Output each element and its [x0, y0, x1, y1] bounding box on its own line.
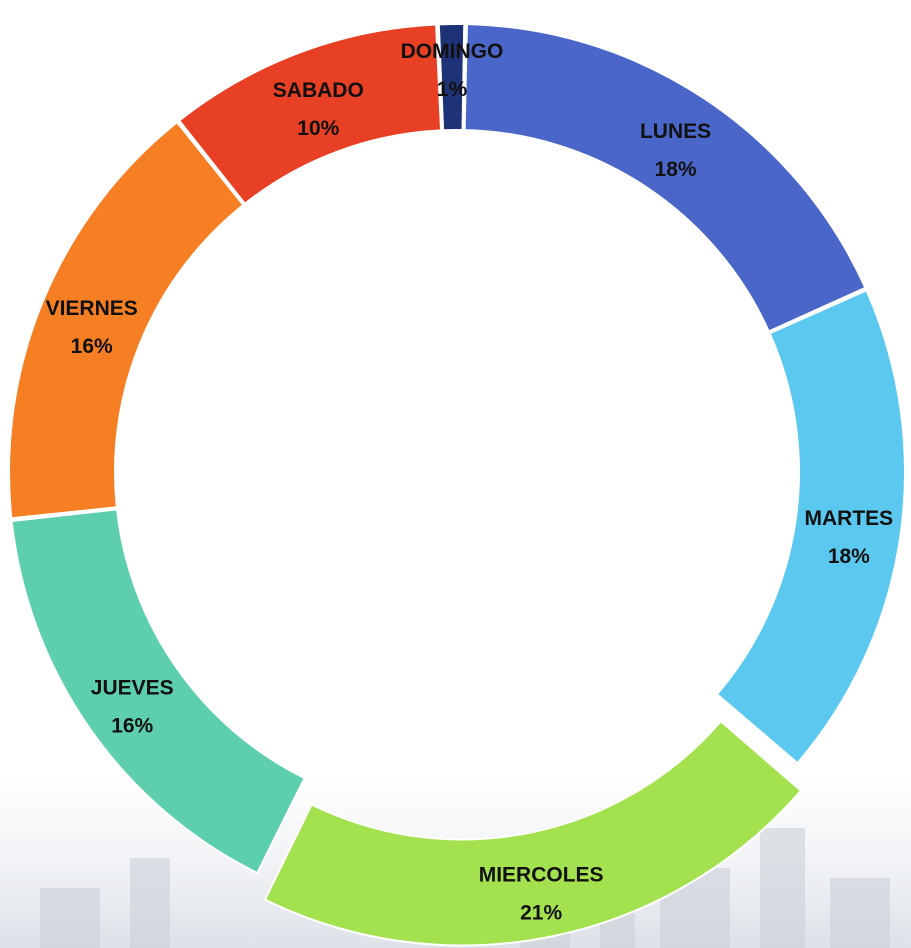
- slice-domingo: [437, 23, 466, 132]
- value-label-domingo: 1%: [437, 78, 468, 101]
- label-viernes: VIERNES: [46, 297, 138, 320]
- value-label-sabado: 10%: [297, 117, 339, 140]
- slice-jueves: [10, 508, 306, 875]
- value-label-lunes: 18%: [655, 158, 697, 181]
- slice-sabado: [177, 23, 443, 206]
- value-label-martes: 18%: [828, 545, 870, 568]
- slice-lunes: [463, 23, 867, 333]
- value-label-jueves: 16%: [111, 715, 153, 738]
- label-sabado: SABADO: [273, 79, 364, 102]
- label-domingo: DOMINGO: [401, 40, 504, 63]
- slice-martes: [715, 288, 906, 765]
- slice-miercoles: [263, 719, 803, 947]
- value-label-miercoles: 21%: [520, 902, 562, 925]
- value-label-viernes: 16%: [71, 335, 113, 358]
- label-miercoles: MIERCOLES: [479, 864, 604, 887]
- label-lunes: LUNES: [640, 120, 711, 143]
- slice-viernes: [8, 120, 245, 520]
- label-martes: MARTES: [805, 507, 894, 530]
- label-jueves: JUEVES: [91, 677, 174, 700]
- labels-group: LUNES 18% MARTES 18% MIERCOLES 21% JUEVES 16% VI…: [46, 40, 894, 924]
- slices-group: [8, 23, 906, 947]
